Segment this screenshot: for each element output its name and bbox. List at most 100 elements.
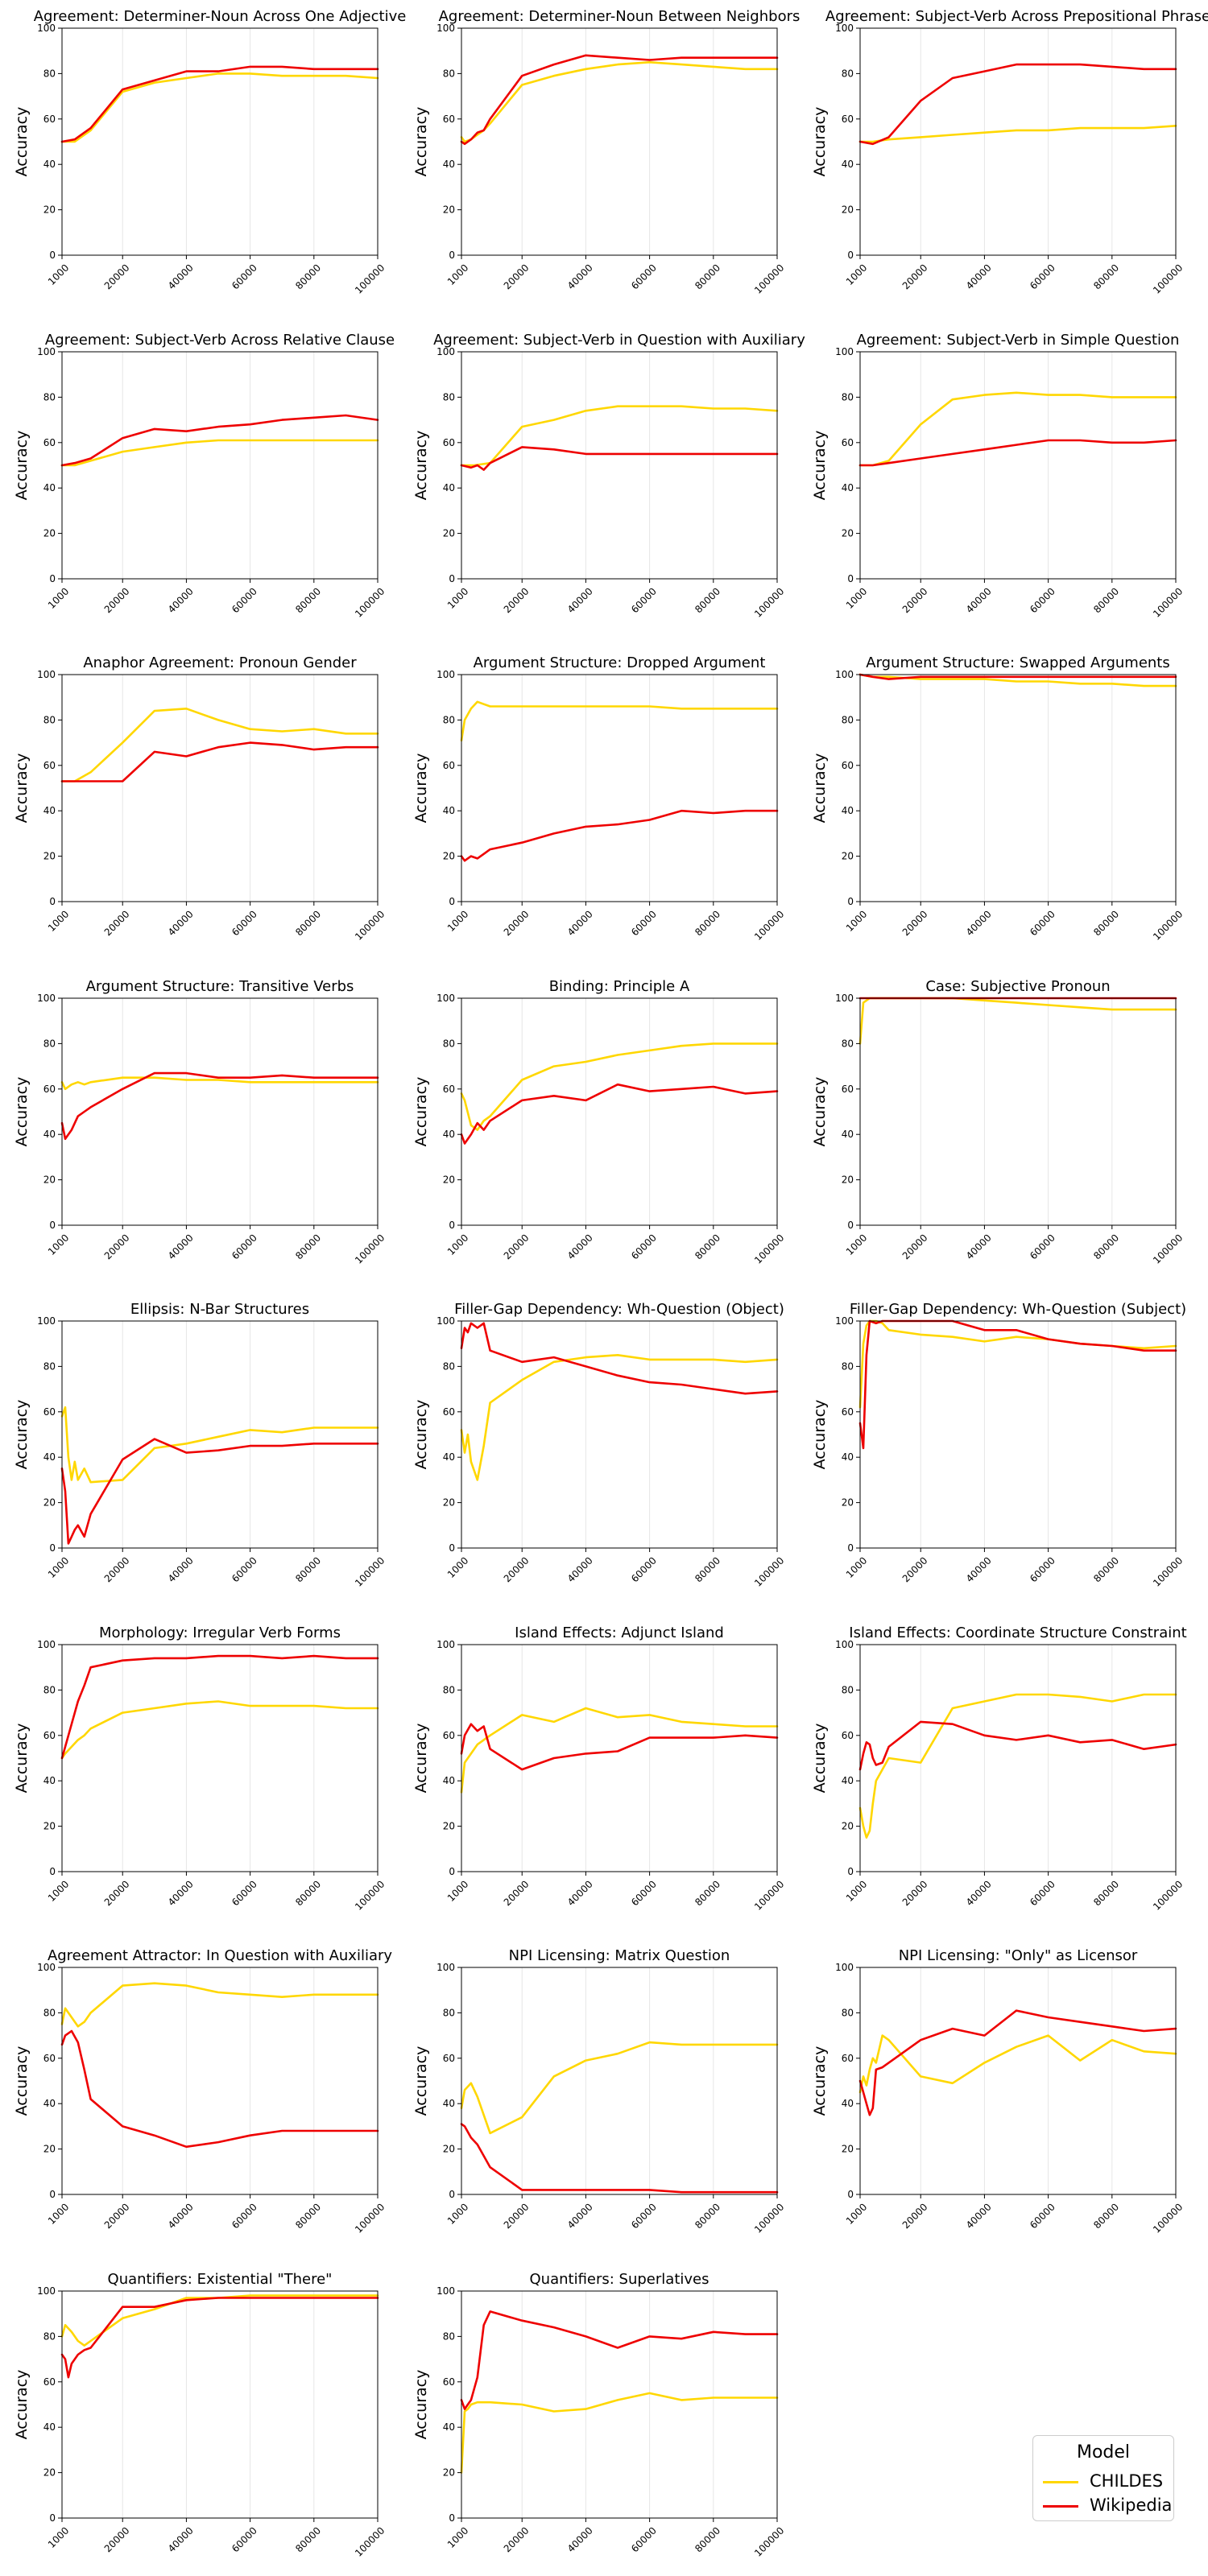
y-tick-label: 60 [43, 2053, 56, 2064]
y-tick-label: 80 [443, 1684, 455, 1695]
x-tick-label: 1000 [46, 2524, 71, 2549]
plot-frame [61, 997, 379, 1226]
x-tick-label: 60000 [629, 1554, 659, 1584]
series-line-childes [60, 439, 379, 467]
y-tick-label: 60 [43, 114, 56, 125]
y-tick-label: 40 [43, 1451, 56, 1463]
x-tick-label: 40000 [166, 2201, 196, 2231]
y-tick-label: 100 [37, 1315, 56, 1327]
chart-title: Argument Structure: Dropped Argument [474, 654, 766, 671]
y-tick-label: 60 [443, 114, 455, 125]
y-tick-label: 0 [449, 2512, 455, 2524]
plot-frame [461, 674, 778, 902]
x-tick-label: 80000 [693, 585, 722, 615]
x-tick-label: 1000 [46, 1554, 71, 1579]
x-tick-label: 100000 [1151, 262, 1185, 295]
plot-frame [61, 351, 379, 580]
y-tick-label: 0 [847, 1866, 854, 1877]
plot-frame [859, 351, 1177, 580]
y-tick-label: 0 [449, 1542, 455, 1554]
series-line-childes [858, 1693, 1177, 1839]
x-tick-label: 20000 [900, 908, 930, 938]
x-tick-label: 40000 [166, 262, 196, 291]
series-line-childes [460, 1354, 779, 1481]
series-line-wikipedia [60, 1654, 379, 1760]
y-axis-label: Accuracy [811, 1400, 829, 1470]
y-axis-label: Accuracy [412, 1400, 430, 1470]
x-tick-label: 60000 [230, 1232, 259, 1261]
chart-panel-20: 0 20 40 60 80 100 1000 20000 40000 60000 80000 1000… [412, 1947, 786, 2235]
plot-frame [61, 27, 379, 256]
y-tick-label: 0 [847, 573, 854, 584]
y-tick-label: 20 [842, 1497, 854, 1509]
y-tick-label: 0 [49, 2189, 56, 2200]
y-tick-label: 40 [842, 159, 854, 170]
y-tick-label: 80 [43, 2007, 56, 2018]
x-tick-label: 100000 [353, 1232, 387, 1265]
y-tick-label: 20 [842, 528, 854, 539]
x-tick-label: 80000 [293, 2524, 323, 2554]
x-tick-label: 80000 [693, 1878, 722, 1908]
chart-panel-4: 0 20 40 60 80 100 1000 20000 40000 60000 80000 1000… [13, 332, 395, 620]
chart-title: Case: Subjective Pronoun [925, 978, 1110, 995]
x-tick-label: 1000 [844, 1554, 869, 1579]
y-tick-label: 20 [842, 1821, 854, 1832]
x-tick-label: 1000 [445, 585, 470, 610]
y-tick-label: 80 [43, 1038, 56, 1049]
series-line-wikipedia [60, 1438, 379, 1545]
series-line-childes [60, 1982, 379, 2028]
y-tick-label: 0 [449, 573, 455, 584]
y-axis-label: Accuracy [811, 2046, 829, 2116]
chart-title: Agreement: Determiner-Noun Between Neigh… [439, 8, 801, 25]
y-axis-label: Accuracy [13, 753, 31, 824]
y-tick-label: 40 [842, 1451, 854, 1463]
x-tick-label: 100000 [752, 585, 786, 619]
y-tick-label: 0 [449, 896, 455, 907]
x-tick-label: 1000 [46, 262, 71, 287]
series-line-wikipedia [60, 65, 379, 143]
y-tick-label: 40 [43, 1775, 56, 1786]
y-axis-label: Accuracy [13, 1077, 31, 1147]
y-tick-label: 80 [443, 1360, 455, 1372]
legend-swatch-wikipedia [1043, 2505, 1078, 2508]
y-axis-label: Accuracy [412, 1724, 430, 1794]
y-tick-label: 60 [842, 437, 854, 448]
y-tick-label: 60 [842, 114, 854, 125]
x-tick-label: 80000 [1091, 1878, 1121, 1908]
legend-label-childes: CHILDES [1090, 2471, 1164, 2491]
series-line-childes [858, 125, 1177, 143]
plot-frame [859, 1320, 1177, 1549]
x-tick-label: 100000 [752, 2201, 786, 2235]
chart-panel-17: 0 20 40 60 80 100 1000 20000 40000 60000 80000 1000… [412, 1624, 786, 1913]
y-tick-label: 100 [37, 1962, 56, 1973]
y-tick-label: 100 [835, 1639, 854, 1650]
x-tick-label: 60000 [1028, 2201, 1057, 2231]
x-tick-label: 40000 [565, 2524, 595, 2554]
y-axis-label: Accuracy [811, 1724, 829, 1794]
y-tick-label: 0 [449, 250, 455, 261]
x-tick-label: 40000 [166, 1554, 196, 1584]
x-tick-label: 60000 [230, 2201, 259, 2231]
series-line-childes [60, 72, 379, 143]
x-tick-label: 20000 [502, 585, 532, 615]
y-tick-label: 40 [443, 482, 455, 493]
x-tick-label: 20000 [502, 2201, 532, 2231]
x-tick-label: 60000 [230, 2524, 259, 2554]
y-tick-label: 100 [436, 2285, 455, 2297]
series-line-wikipedia [460, 1083, 779, 1145]
y-tick-label: 0 [49, 250, 56, 261]
y-tick-label: 100 [37, 993, 56, 1004]
y-tick-label: 100 [37, 346, 56, 357]
series-line-childes [60, 2294, 379, 2347]
chart-title: NPI Licensing: "Only" as Licensor [899, 1947, 1138, 1964]
x-tick-label: 1000 [445, 2201, 470, 2226]
series-line-childes [858, 997, 1177, 1045]
y-tick-label: 0 [49, 896, 56, 907]
plot-frame [859, 997, 1177, 1226]
x-tick-label: 20000 [502, 262, 532, 291]
y-tick-label: 40 [443, 2421, 455, 2433]
y-tick-label: 60 [443, 437, 455, 448]
x-tick-label: 100000 [752, 1554, 786, 1588]
y-tick-label: 80 [43, 2330, 56, 2342]
x-tick-label: 40000 [964, 2201, 994, 2231]
